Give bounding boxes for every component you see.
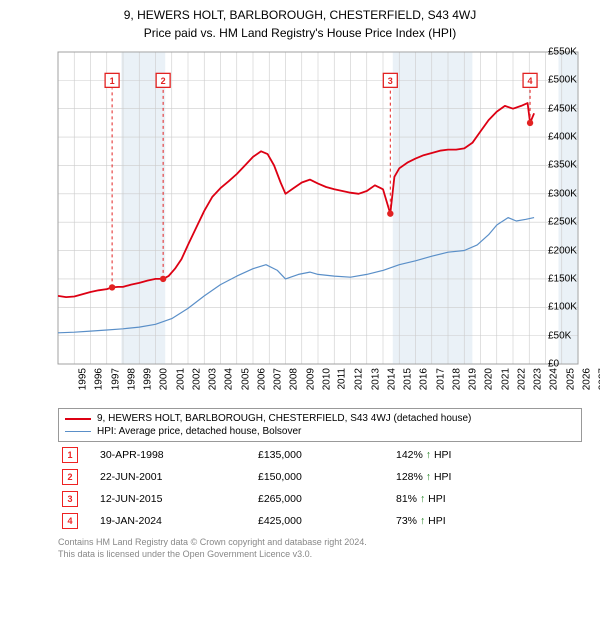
chart-subtitle: Price paid vs. HM Land Registry's House …	[8, 26, 592, 40]
x-tick-label: 2014	[386, 368, 397, 390]
x-tick-label: 2006	[256, 368, 267, 390]
x-tick-label: 2009	[305, 368, 316, 390]
x-tick-label: 1999	[142, 368, 153, 390]
svg-text:4: 4	[528, 76, 533, 86]
x-tick-label: 2008	[289, 368, 300, 390]
y-tick-label: £500K	[548, 75, 592, 86]
up-arrow-icon: ↑	[426, 449, 431, 461]
x-tick-label: 2018	[451, 368, 462, 390]
events-table: 1 30-APR-1998£135,000142% ↑ HPI 2 22-JUN-20…	[58, 444, 582, 532]
x-tick-label: 2003	[207, 368, 218, 390]
legend-item: HPI: Average price, detached house, Bols…	[65, 425, 575, 438]
event-hpi: 142% ↑ HPI	[392, 444, 582, 466]
event-date: 12-JUN-2015	[96, 488, 254, 510]
x-tick-label: 2022	[516, 368, 527, 390]
x-tick-label: 2020	[484, 368, 495, 390]
x-tick-label: 2001	[175, 368, 186, 390]
event-row: 3 12-JUN-2015£265,00081% ↑ HPI	[58, 488, 582, 510]
x-tick-label: 2023	[532, 368, 543, 390]
chart-container: 9, HEWERS HOLT, BARLBOROUGH, CHESTERFIEL…	[0, 0, 600, 564]
svg-text:1: 1	[110, 76, 115, 86]
y-tick-label: £200K	[548, 245, 592, 256]
footer-attribution: Contains HM Land Registry data © Crown c…	[58, 536, 582, 560]
x-tick-label: 2025	[565, 368, 576, 390]
up-arrow-icon: ↑	[420, 515, 425, 527]
legend-swatch	[65, 418, 91, 420]
x-tick-label: 2021	[500, 368, 511, 390]
event-price: £135,000	[254, 444, 392, 466]
legend: 9, HEWERS HOLT, BARLBOROUGH, CHESTERFIEL…	[58, 408, 582, 442]
y-tick-label: £100K	[548, 302, 592, 313]
event-date: 30-APR-1998	[96, 444, 254, 466]
x-tick-label: 2015	[402, 368, 413, 390]
y-tick-label: £450K	[548, 103, 592, 114]
x-tick-label: 2013	[370, 368, 381, 390]
event-date: 22-JUN-2001	[96, 466, 254, 488]
legend-label: 9, HEWERS HOLT, BARLBOROUGH, CHESTERFIEL…	[97, 413, 471, 424]
event-row: 1 30-APR-1998£135,000142% ↑ HPI	[58, 444, 582, 466]
event-marker-icon: 1	[62, 447, 78, 463]
y-tick-label: £150K	[548, 273, 592, 284]
event-marker-icon: 3	[62, 491, 78, 507]
x-tick-label: 2007	[272, 368, 283, 390]
event-marker-icon: 2	[62, 469, 78, 485]
up-arrow-icon: ↑	[426, 471, 431, 483]
chart-svg: 1 2 3 4	[8, 44, 592, 404]
x-tick-label: 2019	[467, 368, 478, 390]
y-tick-label: £300K	[548, 188, 592, 199]
svg-text:3: 3	[388, 76, 393, 86]
y-tick-label: £550K	[548, 47, 592, 58]
y-tick-label: £400K	[548, 132, 592, 143]
x-tick-label: 2016	[419, 368, 430, 390]
up-arrow-icon: ↑	[420, 493, 425, 505]
x-tick-label: 2000	[159, 368, 170, 390]
event-price: £265,000	[254, 488, 392, 510]
svg-text:2: 2	[161, 76, 166, 86]
x-tick-label: 2024	[549, 368, 560, 390]
legend-item: 9, HEWERS HOLT, BARLBOROUGH, CHESTERFIEL…	[65, 412, 575, 425]
x-tick-label: 1998	[126, 368, 137, 390]
event-hpi: 128% ↑ HPI	[392, 466, 582, 488]
y-tick-label: £250K	[548, 217, 592, 228]
y-tick-label: £350K	[548, 160, 592, 171]
footer-line: Contains HM Land Registry data © Crown c…	[58, 536, 582, 548]
event-row: 4 19-JAN-2024£425,00073% ↑ HPI	[58, 510, 582, 532]
x-tick-label: 1996	[94, 368, 105, 390]
y-tick-label: £50K	[548, 330, 592, 341]
chart-title-address: 9, HEWERS HOLT, BARLBOROUGH, CHESTERFIEL…	[8, 8, 592, 22]
x-tick-label: 2010	[321, 368, 332, 390]
legend-swatch	[65, 431, 91, 432]
x-tick-label: 2002	[191, 368, 202, 390]
event-marker-icon: 4	[62, 513, 78, 529]
event-hpi: 81% ↑ HPI	[392, 488, 582, 510]
plot-area: 1234 £0£50K£100K£150K£200K£250K£300K£350…	[8, 44, 592, 404]
x-tick-label: 2004	[224, 368, 235, 390]
footer-line: This data is licensed under the Open Gov…	[58, 548, 582, 560]
event-price: £425,000	[254, 510, 392, 532]
x-tick-label: 2005	[240, 368, 251, 390]
x-tick-label: 2026	[581, 368, 592, 390]
event-price: £150,000	[254, 466, 392, 488]
x-tick-label: 1995	[77, 368, 88, 390]
x-tick-label: 2012	[354, 368, 365, 390]
x-tick-label: 2017	[435, 368, 446, 390]
x-tick-label: 1997	[110, 368, 121, 390]
event-row: 2 22-JUN-2001£150,000128% ↑ HPI	[58, 466, 582, 488]
event-date: 19-JAN-2024	[96, 510, 254, 532]
legend-label: HPI: Average price, detached house, Bols…	[97, 426, 301, 437]
x-tick-label: 2011	[337, 368, 348, 390]
event-hpi: 73% ↑ HPI	[392, 510, 582, 532]
